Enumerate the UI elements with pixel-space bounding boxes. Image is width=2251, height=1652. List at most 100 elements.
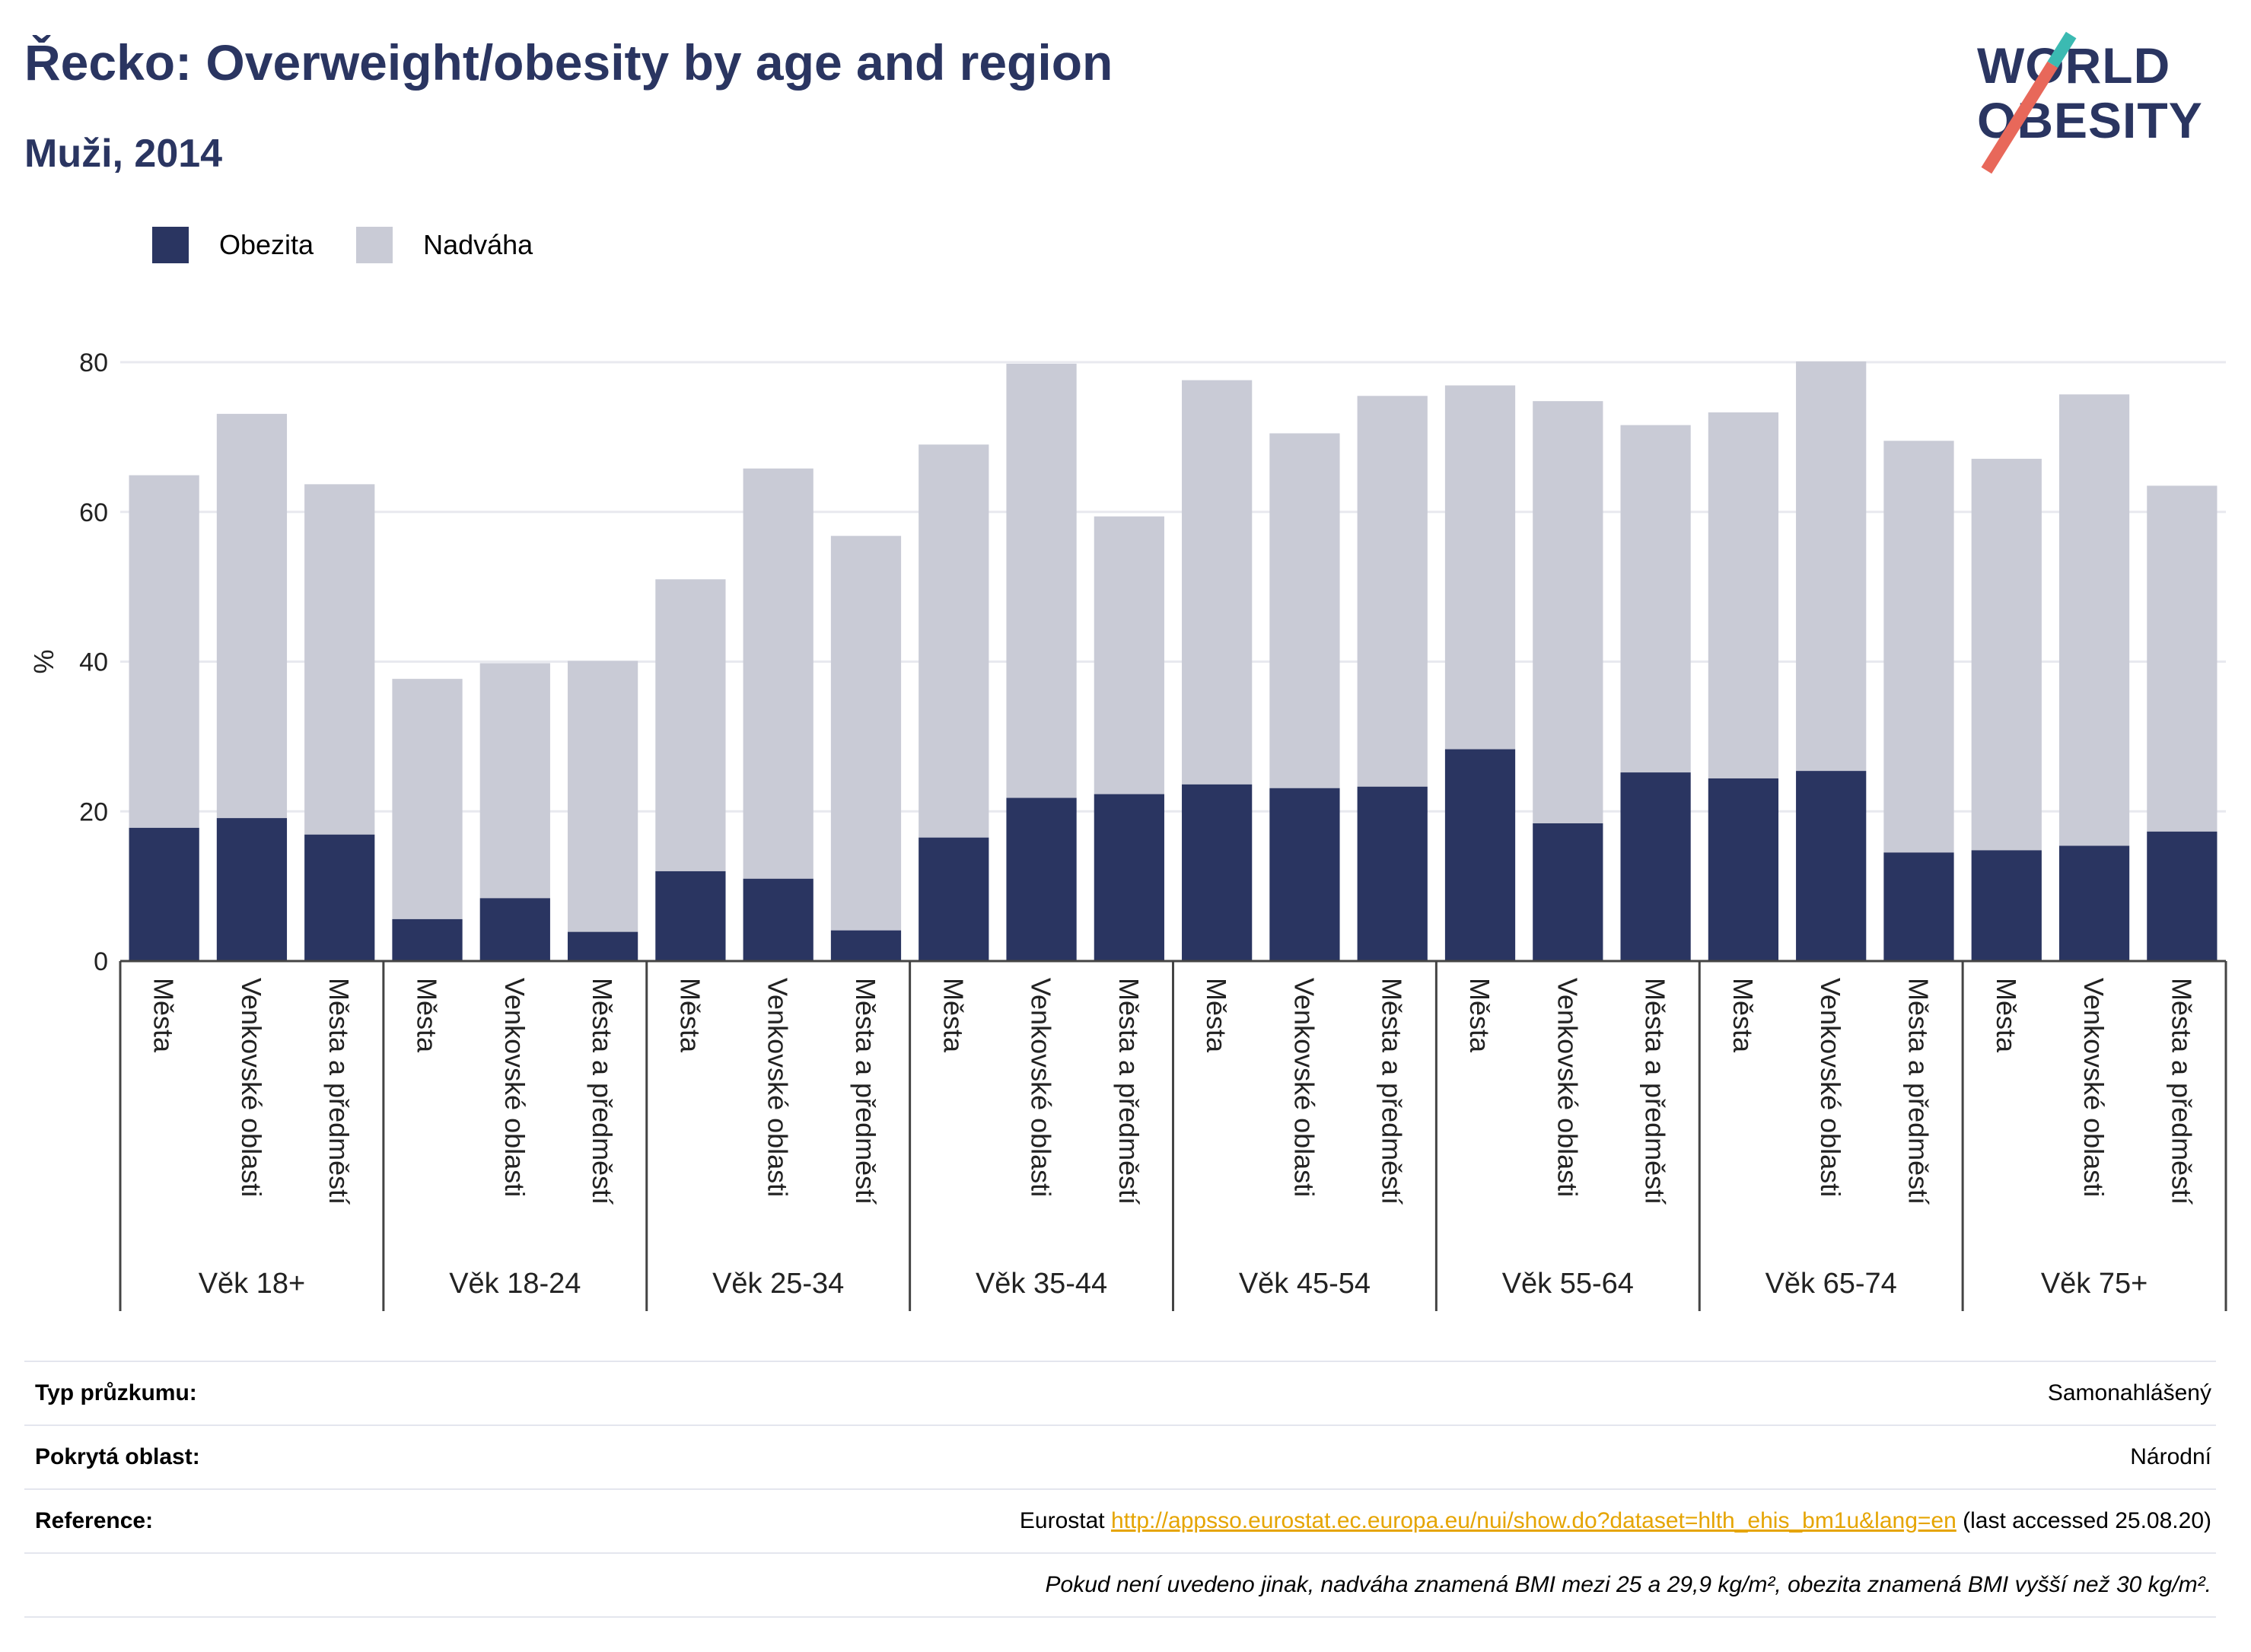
legend: Obezita Nadváha bbox=[152, 227, 575, 263]
x-subcategory-label: Města a předměstí bbox=[2166, 978, 2197, 1205]
x-subcategory-label: Venkovské oblasti bbox=[499, 978, 530, 1197]
bar-overweight bbox=[919, 444, 989, 838]
legend-swatch-overweight bbox=[356, 227, 393, 263]
bar-obesity bbox=[392, 918, 463, 961]
x-subcategory-label: Města a předměstí bbox=[1377, 978, 1408, 1205]
footer-row-survey: Typ průzkumu: Samonahlášený bbox=[24, 1361, 2216, 1424]
bar-overweight bbox=[655, 579, 726, 871]
bar-obesity bbox=[1444, 749, 1516, 961]
y-tick-label: 20 bbox=[79, 797, 108, 826]
bar-overweight bbox=[567, 660, 638, 932]
x-subcategory-label: Venkovské oblasti bbox=[1026, 978, 1057, 1197]
x-subcategory-label: Venkovské oblasti bbox=[1288, 978, 1320, 1197]
reference-label: Reference: bbox=[35, 1508, 154, 1533]
chart-title: Řecko: Overweight/obesity by age and reg… bbox=[24, 34, 1113, 91]
x-subcategory-label: Města bbox=[674, 978, 705, 1053]
bar-obesity bbox=[1533, 823, 1603, 961]
bar-overweight bbox=[830, 536, 902, 931]
x-group-label: Věk 35-44 bbox=[976, 1268, 1107, 1300]
bar-overweight bbox=[1094, 516, 1164, 794]
bar-obesity bbox=[2147, 831, 2218, 961]
x-group-label: Věk 18-24 bbox=[449, 1268, 581, 1300]
footer-row-reference: Reference: Eurostat http://appsso.eurost… bbox=[24, 1488, 2216, 1552]
bar-obesity bbox=[1006, 797, 1077, 961]
x-subcategory-label: Venkovské oblasti bbox=[236, 978, 267, 1197]
x-subcategory-label: Města bbox=[1464, 978, 1495, 1053]
bar-obesity bbox=[129, 827, 199, 961]
x-group-label: Věk 25-34 bbox=[712, 1268, 844, 1300]
footer-row-note: Pokud není uvedeno jinak, nadváha znamen… bbox=[24, 1552, 2216, 1618]
bar-overweight bbox=[479, 663, 550, 899]
y-axis-label: % bbox=[28, 649, 59, 673]
bar-overweight bbox=[392, 679, 463, 919]
bar-overweight bbox=[1796, 361, 1867, 772]
bar-overweight bbox=[1444, 385, 1516, 750]
bar-overweight bbox=[1883, 441, 1954, 853]
bar-obesity bbox=[2058, 845, 2130, 961]
x-group-label: Věk 45-54 bbox=[1239, 1268, 1371, 1300]
world-obesity-logo: WORLD OBESITY bbox=[1977, 26, 2228, 174]
bar-overweight bbox=[129, 475, 199, 828]
x-group-label: Věk 75+ bbox=[2041, 1268, 2148, 1300]
logo-line-1: WORLD bbox=[1977, 37, 2171, 94]
bar-obesity bbox=[655, 871, 726, 961]
bar-overweight bbox=[2058, 394, 2130, 846]
bar-obesity bbox=[830, 930, 902, 961]
footer-table: Typ průzkumu: Samonahlášený Pokrytá obla… bbox=[24, 1361, 2216, 1618]
bar-obesity bbox=[1620, 772, 1691, 961]
x-subcategory-label: Venkovské oblasti bbox=[1815, 978, 1846, 1197]
bar-obesity bbox=[304, 834, 375, 961]
bar-overweight bbox=[304, 484, 375, 835]
bar-obesity bbox=[1094, 794, 1164, 961]
x-subcategory-label: Města bbox=[1201, 978, 1232, 1053]
coverage-label: Pokrytá oblast: bbox=[35, 1444, 200, 1469]
bar-overweight bbox=[743, 468, 813, 879]
bar-obesity bbox=[1971, 850, 2042, 961]
reference-prefix: Eurostat bbox=[1019, 1508, 1105, 1533]
chart-subtitle: Muži, 2014 bbox=[24, 132, 223, 176]
bar-overweight bbox=[1533, 401, 1603, 823]
legend-label-overweight: Nadváha bbox=[423, 229, 533, 260]
legend-swatch-obesity bbox=[152, 227, 189, 263]
x-group-label: Věk 55-64 bbox=[1502, 1268, 1634, 1300]
bar-obesity bbox=[1796, 771, 1867, 961]
x-subcategory-label: Venkovské oblasti bbox=[2078, 978, 2109, 1197]
x-subcategory-label: Města a předměstí bbox=[587, 978, 618, 1205]
footer-row-coverage: Pokrytá oblast: Národní bbox=[24, 1424, 2216, 1488]
legend-item-overweight[interactable]: Nadváha bbox=[356, 227, 533, 263]
x-subcategory-label: Města bbox=[1727, 978, 1759, 1053]
reference-link[interactable]: http://appsso.eurostat.ec.europa.eu/nui/… bbox=[1110, 1508, 1956, 1533]
stacked-bar-chart: 0 20 40 60 80% Města Venkovské oblasti Města a … bbox=[28, 349, 2227, 1311]
x-subcategory-label: Města a předměstí bbox=[323, 978, 355, 1205]
x-subcategory-label: Venkovské oblasti bbox=[1552, 978, 1583, 1197]
bar-overweight bbox=[1708, 412, 1779, 778]
x-subcategory-label: Města a předměstí bbox=[1113, 978, 1145, 1205]
bar-obesity bbox=[1708, 778, 1779, 961]
survey-type-value: Samonahlášený bbox=[2047, 1380, 2211, 1405]
y-tick-label: 80 bbox=[79, 349, 108, 377]
bar-overweight bbox=[1357, 396, 1428, 787]
x-subcategory-label: Venkovské oblasti bbox=[763, 978, 794, 1197]
coverage-value: Národní bbox=[2130, 1444, 2211, 1469]
bar-obesity bbox=[567, 931, 638, 961]
y-tick-label: 0 bbox=[94, 947, 108, 976]
bar-overweight bbox=[1620, 425, 1691, 773]
bar-overweight bbox=[1971, 458, 2042, 851]
bar-obesity bbox=[479, 898, 550, 961]
bar-overweight bbox=[216, 413, 288, 819]
x-subcategory-label: Města bbox=[412, 978, 443, 1053]
x-subcategory-label: Města bbox=[1991, 978, 2022, 1053]
bar-obesity bbox=[1357, 786, 1428, 961]
x-subcategory-label: Města bbox=[148, 978, 180, 1053]
bar-obesity bbox=[1269, 788, 1340, 961]
legend-item-obesity[interactable]: Obezita bbox=[152, 227, 314, 263]
y-tick-label: 60 bbox=[79, 498, 108, 527]
survey-type-label: Typ průzkumu: bbox=[35, 1380, 197, 1405]
bar-overweight bbox=[2147, 485, 2218, 832]
bar-overweight bbox=[1269, 433, 1340, 788]
x-subcategory-label: Města a předměstí bbox=[850, 978, 881, 1205]
bar-overweight bbox=[1182, 380, 1253, 785]
definition-note: Pokud není uvedeno jinak, nadváha znamen… bbox=[1045, 1572, 2212, 1597]
reference-value: Eurostat http://appsso.eurostat.ec.europ… bbox=[1020, 1508, 2216, 1534]
reference-suffix: (last accessed 25.08.20) bbox=[1963, 1508, 2211, 1533]
